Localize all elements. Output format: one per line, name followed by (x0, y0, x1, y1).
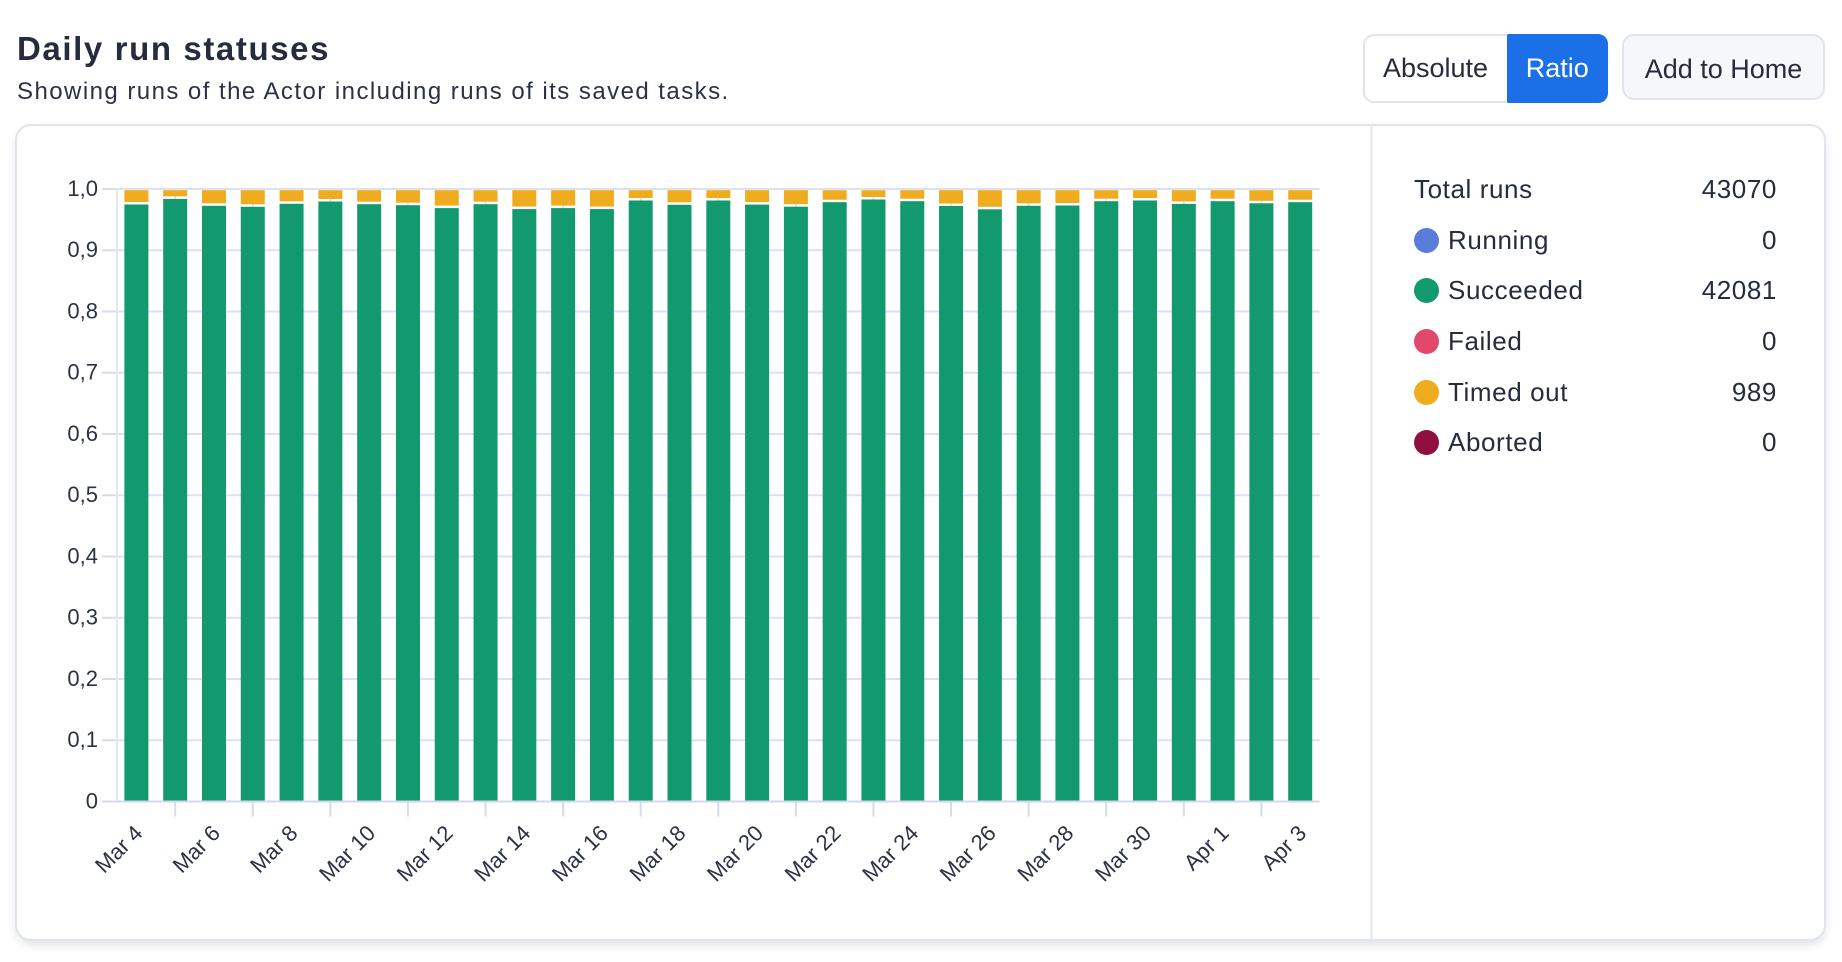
svg-text:1,0: 1,0 (67, 176, 98, 201)
svg-text:Mar 22: Mar 22 (780, 820, 846, 886)
svg-text:Apr 3: Apr 3 (1256, 820, 1311, 875)
svg-text:0,2: 0,2 (67, 666, 98, 691)
svg-text:Mar 6: Mar 6 (168, 820, 225, 877)
svg-text:Mar 30: Mar 30 (1090, 820, 1156, 886)
svg-text:Mar 8: Mar 8 (245, 820, 302, 877)
svg-text:Mar 20: Mar 20 (702, 820, 768, 886)
svg-text:0,8: 0,8 (67, 298, 98, 323)
svg-text:Mar 28: Mar 28 (1012, 820, 1078, 886)
svg-text:Mar 10: Mar 10 (314, 820, 380, 886)
svg-text:0,5: 0,5 (67, 482, 98, 507)
svg-text:Mar 16: Mar 16 (547, 820, 613, 886)
svg-text:Mar 12: Mar 12 (392, 820, 458, 886)
svg-text:0,6: 0,6 (67, 421, 98, 446)
svg-text:0,1: 0,1 (67, 727, 98, 752)
svg-text:Apr 1: Apr 1 (1179, 820, 1234, 875)
svg-text:0,4: 0,4 (67, 543, 98, 568)
svg-text:Mar 18: Mar 18 (624, 820, 690, 886)
svg-text:Mar 24: Mar 24 (857, 820, 923, 886)
svg-text:0,3: 0,3 (67, 605, 98, 630)
svg-text:0,9: 0,9 (67, 237, 98, 262)
svg-text:Mar 26: Mar 26 (935, 820, 1001, 886)
svg-text:0: 0 (86, 788, 98, 813)
svg-text:Mar 4: Mar 4 (90, 820, 147, 877)
svg-text:0,7: 0,7 (67, 360, 98, 385)
svg-text:Mar 14: Mar 14 (469, 820, 535, 886)
